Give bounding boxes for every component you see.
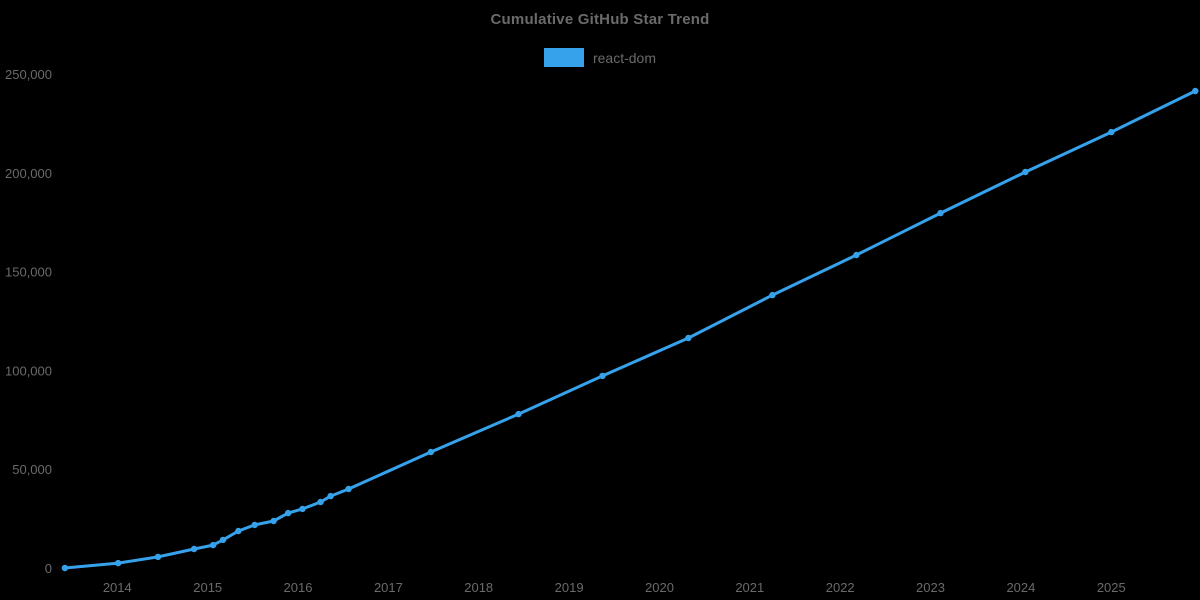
data-point xyxy=(1192,87,1199,95)
x-tick-label: 2019 xyxy=(555,580,584,595)
data-point xyxy=(299,505,306,513)
data-point xyxy=(937,209,944,217)
data-point xyxy=(1022,168,1029,176)
data-point xyxy=(209,541,217,549)
x-tick-label: 2022 xyxy=(826,580,855,595)
data-point xyxy=(853,251,860,259)
x-tick-label: 2021 xyxy=(735,580,764,595)
data-point xyxy=(685,334,692,342)
legend-item-react-dom[interactable]: react-dom xyxy=(543,48,657,67)
data-point xyxy=(219,536,227,544)
x-tick-label: 2023 xyxy=(916,580,945,595)
y-tick-label: 0 xyxy=(45,561,52,576)
data-point xyxy=(345,485,352,493)
data-point xyxy=(769,291,776,299)
data-point xyxy=(427,448,435,456)
y-tick-label: 50,000 xyxy=(12,462,52,477)
data-point xyxy=(317,498,324,506)
x-tick-label: 2020 xyxy=(645,580,674,595)
legend-label: react-dom xyxy=(592,49,657,66)
data-point xyxy=(190,545,198,553)
data-point xyxy=(599,372,606,380)
data-point xyxy=(154,553,162,561)
y-tick-label: 200,000 xyxy=(5,166,52,181)
chart-legend: react-dom xyxy=(0,48,1200,67)
trend-line xyxy=(63,89,1197,570)
y-tick-label: 250,000 xyxy=(5,67,52,82)
data-point xyxy=(1108,128,1115,136)
data-point xyxy=(515,410,522,418)
data-point xyxy=(284,509,292,517)
chart-title: Cumulative GitHub Star Trend xyxy=(490,11,710,28)
y-tick-label: 150,000 xyxy=(5,265,52,280)
y-tick-label: 100,000 xyxy=(5,363,52,378)
data-point xyxy=(115,559,122,567)
x-tick-label: 2016 xyxy=(284,580,313,595)
x-tick-label: 2017 xyxy=(374,580,403,595)
legend-swatch xyxy=(543,48,584,67)
data-point xyxy=(61,564,69,572)
x-tick-label: 2024 xyxy=(1006,580,1035,595)
x-tick-label: 2014 xyxy=(103,580,132,595)
x-tick-label: 2025 xyxy=(1097,580,1126,595)
data-point xyxy=(251,521,258,529)
x-tick-label: 2015 xyxy=(193,580,222,595)
data-point xyxy=(327,492,334,500)
data-point xyxy=(270,517,277,525)
data-point xyxy=(235,527,242,535)
x-tick-label: 2018 xyxy=(464,580,493,595)
